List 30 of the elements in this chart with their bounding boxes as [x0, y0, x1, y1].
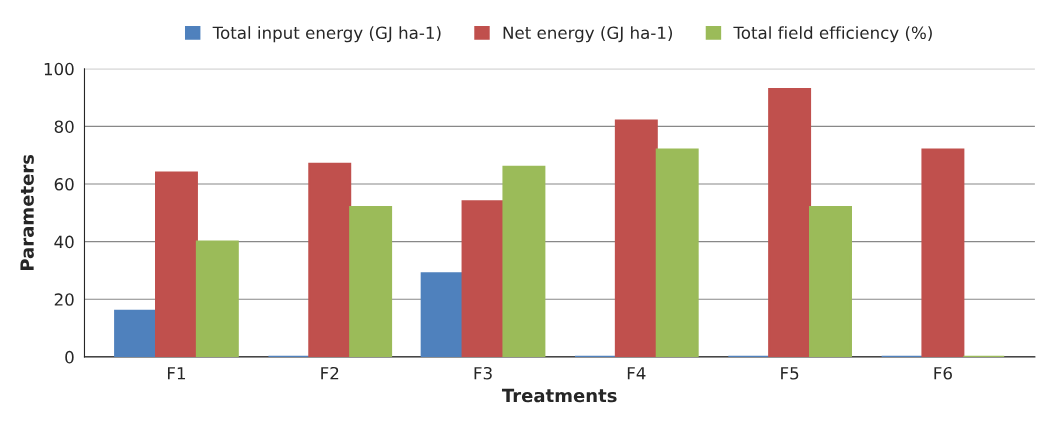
bar [502, 165, 546, 357]
bar [195, 240, 239, 357]
legend-label: Net energy (GJ ha-1) [503, 26, 673, 43]
bar [420, 272, 464, 357]
bar [655, 148, 699, 357]
bar [461, 200, 505, 357]
bar [921, 148, 965, 357]
y-axis-title: Parameters [20, 154, 34, 270]
y-tick-label: 0 [65, 350, 74, 364]
x-tick-label: F1 [167, 367, 186, 380]
y-tick-label: 80 [54, 120, 74, 133]
x-tick-label: F3 [474, 366, 492, 380]
bar [809, 206, 852, 357]
legend-label: Total field efficiency (%) [733, 26, 932, 43]
bar [154, 171, 198, 357]
legend-label: Total input energy (GJ ha-1) [212, 26, 441, 43]
bar [349, 206, 393, 357]
x-tick-label: F4 [627, 367, 646, 380]
y-tick-label: 60 [54, 178, 74, 191]
y-tick-label: 40 [54, 235, 74, 249]
x-axis-title: Treatments [501, 388, 617, 403]
bar [308, 162, 352, 357]
x-tick-label: F2 [321, 366, 339, 380]
x-tick-label: F5 [781, 367, 799, 380]
bar [614, 119, 658, 357]
y-tick-label: 20 [54, 293, 74, 306]
y-tick-label: 100 [44, 62, 74, 76]
x-tick-label: F6 [934, 366, 952, 380]
bar [114, 309, 158, 357]
bar [768, 87, 812, 357]
